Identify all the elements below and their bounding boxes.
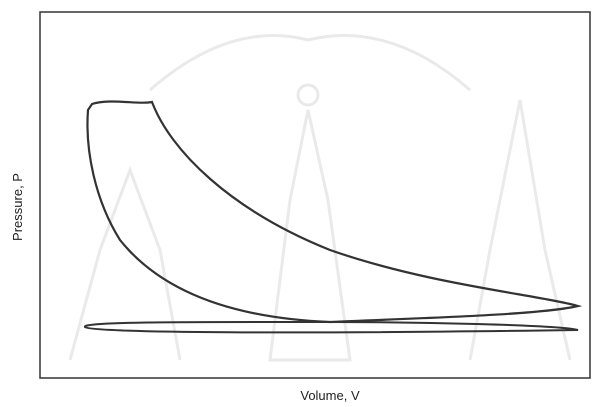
pumping-loop <box>83 320 579 334</box>
x-axis-label: Volume, V <box>300 388 360 403</box>
watermark <box>68 34 572 362</box>
plot-frame <box>39 11 591 379</box>
y-axis-label: Pressure, P <box>10 173 25 241</box>
power-loop <box>86 100 583 324</box>
